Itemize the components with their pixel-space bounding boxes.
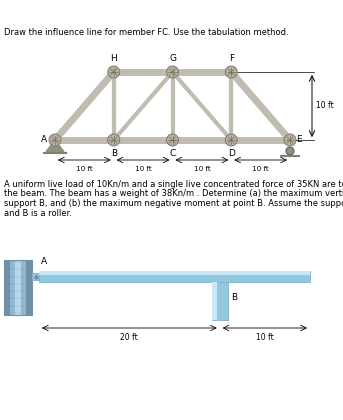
FancyBboxPatch shape: [21, 260, 26, 315]
Circle shape: [286, 147, 294, 155]
Circle shape: [225, 66, 237, 78]
Text: B: B: [111, 149, 117, 158]
FancyBboxPatch shape: [212, 282, 228, 320]
Text: B: B: [230, 293, 237, 302]
Text: 10 ft: 10 ft: [135, 166, 152, 172]
Circle shape: [284, 134, 296, 146]
Circle shape: [225, 134, 237, 146]
Text: support B, and (b) the maximum negative moment at point B. Assume the support at: support B, and (b) the maximum negative …: [4, 199, 343, 208]
Text: 20 ft: 20 ft: [120, 333, 138, 342]
Text: F: F: [229, 54, 234, 63]
FancyBboxPatch shape: [10, 260, 15, 315]
Circle shape: [108, 134, 120, 146]
Circle shape: [166, 134, 178, 146]
Text: H: H: [110, 54, 117, 63]
Text: the beam. The beam has a weight of 38Kn/m . Determine (a) the maximum vertical r: the beam. The beam has a weight of 38Kn/…: [4, 189, 343, 199]
FancyBboxPatch shape: [4, 260, 10, 315]
Circle shape: [166, 66, 178, 78]
FancyBboxPatch shape: [39, 271, 310, 282]
Text: A: A: [41, 136, 47, 144]
Text: 10 ft: 10 ft: [193, 166, 210, 172]
FancyBboxPatch shape: [15, 260, 21, 315]
Circle shape: [108, 66, 120, 78]
Circle shape: [49, 134, 61, 146]
Text: C: C: [169, 149, 176, 158]
Text: G: G: [169, 54, 176, 63]
Text: 10 ft: 10 ft: [316, 102, 334, 110]
Text: 10 ft: 10 ft: [76, 166, 93, 172]
Text: A uniform live load of 10Kn/m and a single live concentrated force of 35KN are t: A uniform live load of 10Kn/m and a sing…: [4, 180, 343, 189]
Text: Draw the influence line for member FC. Use the tabulation method.: Draw the influence line for member FC. U…: [4, 28, 288, 37]
FancyBboxPatch shape: [26, 260, 32, 315]
Text: and B is a roller.: and B is a roller.: [4, 208, 72, 218]
Text: A: A: [41, 257, 47, 266]
Text: 10 ft: 10 ft: [256, 333, 274, 342]
Text: D: D: [228, 149, 235, 158]
Polygon shape: [46, 140, 64, 152]
Text: E: E: [296, 136, 301, 144]
Text: 10 ft: 10 ft: [252, 166, 269, 172]
FancyBboxPatch shape: [39, 271, 310, 275]
FancyBboxPatch shape: [32, 273, 39, 280]
FancyBboxPatch shape: [212, 282, 217, 320]
